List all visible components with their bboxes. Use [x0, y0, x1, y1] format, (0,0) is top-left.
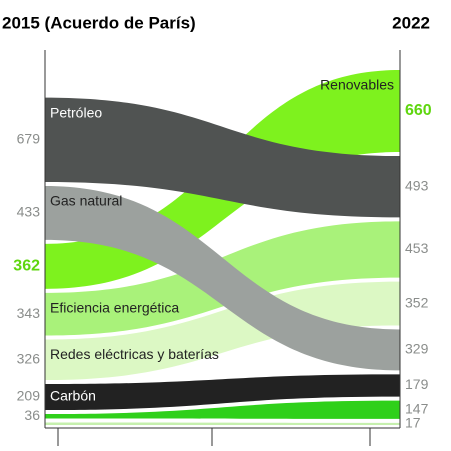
- value-label: 679: [17, 131, 41, 147]
- value-label: 493: [405, 177, 429, 193]
- value-label: 179: [405, 376, 429, 392]
- band: [45, 374, 400, 411]
- band: [45, 97, 400, 218]
- value-label: 36: [24, 407, 40, 423]
- value-label: 209: [17, 388, 41, 404]
- value-label: 433: [17, 204, 41, 220]
- series-label: Renovables: [320, 77, 394, 93]
- series-label: Gas natural: [50, 193, 122, 209]
- value-label: 660: [405, 102, 432, 119]
- band: [45, 400, 400, 419]
- band: [45, 422, 400, 425]
- band: [45, 186, 400, 371]
- value-label: 147: [405, 400, 429, 416]
- series-label: Carbón: [50, 388, 96, 404]
- series-label: Eficiencia energética: [50, 300, 179, 316]
- band: [45, 281, 400, 381]
- value-label: 343: [17, 305, 41, 321]
- value-label: 362: [13, 258, 40, 275]
- series-label: Petróleo: [50, 104, 102, 120]
- value-label: 352: [405, 294, 429, 310]
- value-label: 329: [405, 341, 429, 357]
- x-label-left: 2015 (Acuerdo de París): [2, 13, 196, 32]
- value-label: 326: [17, 350, 41, 366]
- x-label-right: 2022: [392, 13, 430, 32]
- series-label: Redes eléctricas y baterías: [50, 346, 219, 362]
- value-label: 453: [405, 240, 429, 256]
- value-label: 17: [405, 415, 421, 431]
